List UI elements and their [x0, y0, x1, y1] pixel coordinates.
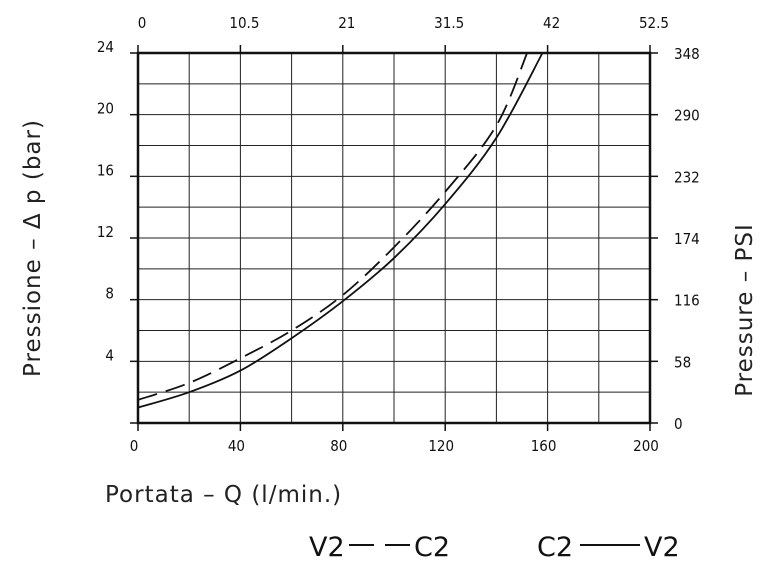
x-tick-label-bottom: 120	[428, 437, 454, 455]
y-axis-title-left: Pressione – Δ p (bar)	[20, 119, 46, 377]
y-tick-label-left: 24	[97, 38, 114, 56]
y-axis-title-right: Pressure – PSI	[732, 223, 758, 397]
y-tick-label-right: 58	[674, 353, 691, 371]
y-tick-label-left: 12	[97, 223, 114, 241]
y-tick-label-right: 232	[674, 168, 700, 186]
legend-dashed-right-label: C2	[414, 532, 450, 563]
y-tick-label-left: 20	[97, 100, 114, 118]
legend-solid-right-label: V2	[644, 532, 680, 563]
legend-solid-left-label: C2	[537, 532, 573, 563]
x-tick-label-top: 0	[138, 14, 147, 32]
x-tick-label-bottom: 40	[228, 437, 245, 455]
series-line-solid	[137, 52, 544, 409]
legend: V2 C2 C2 V2	[309, 532, 680, 563]
y-tick-label-right: 174	[674, 230, 700, 248]
y-tick-label-right: 0	[674, 415, 683, 433]
y-tick-label-left: 16	[97, 161, 114, 179]
x-tick-label-top: 52.5	[639, 14, 669, 32]
grid	[138, 53, 650, 423]
series-lines	[137, 52, 544, 409]
x-tick-label-top: 42	[543, 14, 560, 32]
tick-marks	[130, 45, 658, 431]
x-tick-label-top: 10.5	[229, 14, 259, 32]
x-tick-label-top: 31.5	[434, 14, 464, 32]
y-tick-label-right: 348	[674, 45, 700, 63]
series-line-dashed	[137, 52, 528, 401]
x-tick-label-top: 21	[338, 14, 355, 32]
y-tick-label-right: 116	[674, 292, 700, 310]
x-tick-label-bottom: 0	[130, 437, 139, 455]
x-tick-label-bottom: 160	[531, 437, 557, 455]
legend-dashed-left-label: V2	[309, 532, 345, 563]
x-axis-title: Portata – Q (l/min.)	[105, 482, 342, 508]
y-tick-label-left: 4	[105, 346, 114, 364]
x-tick-label-bottom: 200	[633, 437, 659, 455]
y-tick-label-left: 8	[105, 285, 114, 303]
y-tick-label-right: 290	[674, 107, 700, 125]
tick-labels: 0 40 80 120 160 200 0 10.5 21 31.5 42 52.5 4 8 12 16 20 2…	[97, 14, 700, 455]
x-tick-label-bottom: 80	[330, 437, 347, 455]
